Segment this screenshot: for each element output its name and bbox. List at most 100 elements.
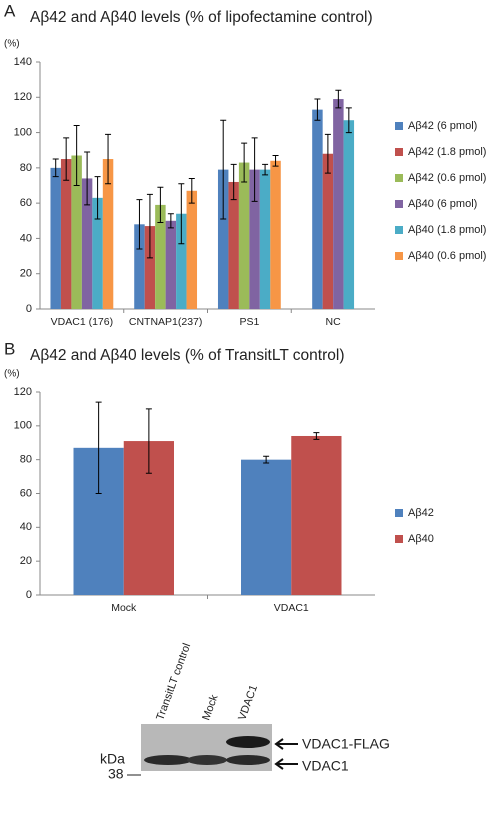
y-tick-label: 20 bbox=[20, 268, 32, 280]
y-tick-label: 120 bbox=[14, 91, 32, 103]
y-tick-label: 40 bbox=[20, 521, 32, 533]
lane-label: VDAC1 bbox=[236, 683, 260, 722]
error-bar bbox=[230, 163, 237, 201]
y-axis-unit: (%) bbox=[4, 39, 20, 50]
band bbox=[144, 755, 192, 765]
x-tick-label: PS1 bbox=[239, 316, 259, 328]
bar bbox=[155, 204, 166, 309]
legend-swatch bbox=[395, 226, 403, 234]
legend-label: Aβ40 bbox=[408, 533, 434, 545]
y-tick-label: 100 bbox=[14, 126, 32, 138]
error-bar bbox=[263, 455, 270, 464]
chart-title: Aβ42 and Aβ40 levels (% of TransitLT con… bbox=[30, 347, 345, 364]
legend-label: Aβ42 (1.8 pmol) bbox=[408, 146, 486, 158]
error-bar bbox=[73, 125, 80, 186]
y-tick-label: 20 bbox=[20, 555, 32, 567]
legend-swatch bbox=[395, 174, 403, 182]
arrow bbox=[274, 738, 298, 750]
error-bar bbox=[272, 155, 279, 167]
error-bar bbox=[145, 408, 152, 474]
y-tick-label: 40 bbox=[20, 232, 32, 244]
bar bbox=[238, 162, 250, 309]
x-tick-label: VDAC1 (176) bbox=[51, 316, 113, 328]
bar bbox=[270, 160, 281, 309]
bar bbox=[92, 197, 103, 309]
y-tick-label: 100 bbox=[14, 420, 32, 432]
error-bar bbox=[220, 119, 227, 220]
legend-label: Aβ40 (6 pmol) bbox=[408, 198, 477, 210]
band-label: VDAC1 bbox=[302, 758, 349, 774]
legend-label: Aβ42 bbox=[408, 507, 434, 519]
error-bar bbox=[136, 199, 143, 250]
marker-unit: kDa bbox=[100, 751, 125, 767]
bar bbox=[312, 109, 323, 309]
error-bar bbox=[63, 137, 70, 181]
error-bar bbox=[157, 186, 164, 224]
y-tick-label: 0 bbox=[26, 589, 32, 601]
error-bar bbox=[84, 151, 91, 206]
y-tick-label: 80 bbox=[20, 162, 32, 174]
legend-swatch bbox=[395, 252, 403, 260]
bar bbox=[291, 435, 342, 595]
western-blot: TransitLT control Mock VDAC1 kDa 38 VDAC… bbox=[100, 642, 390, 782]
error-bar bbox=[262, 163, 269, 176]
bar bbox=[102, 159, 114, 309]
bar bbox=[333, 99, 344, 309]
bar bbox=[186, 190, 198, 309]
panel-letter: A bbox=[4, 1, 16, 20]
bar bbox=[144, 226, 156, 309]
arrow bbox=[274, 758, 298, 770]
bar bbox=[165, 220, 177, 309]
error-bar bbox=[95, 401, 102, 494]
bar bbox=[259, 169, 271, 309]
y-tick-label: 80 bbox=[20, 454, 32, 466]
panel-letter: B bbox=[4, 339, 15, 358]
y-tick-label: 120 bbox=[14, 386, 32, 398]
bar bbox=[60, 159, 72, 309]
bar bbox=[71, 155, 82, 309]
error-bar bbox=[251, 137, 258, 202]
error-bar bbox=[178, 183, 185, 245]
error-bar bbox=[146, 193, 153, 259]
bar bbox=[81, 178, 93, 309]
bar bbox=[249, 169, 260, 309]
legend-label: Aβ40 (1.8 pmol) bbox=[408, 224, 486, 236]
x-tick-label: VDAC1 bbox=[274, 602, 309, 614]
lane-label: TransitLT control bbox=[154, 642, 193, 722]
bar bbox=[228, 181, 239, 309]
bar bbox=[322, 153, 334, 309]
error-bar bbox=[335, 89, 342, 109]
chart-title: Aβ42 and Aβ40 levels (% of lipofectamine… bbox=[30, 9, 373, 26]
band-label: VDAC1-FLAG bbox=[302, 736, 390, 752]
error-bar bbox=[94, 176, 101, 220]
legend-label: Aβ40 (0.6 pmol) bbox=[408, 250, 486, 262]
error-bar bbox=[167, 213, 174, 229]
error-bar bbox=[241, 142, 248, 183]
error-bar bbox=[52, 158, 59, 178]
legend-label: Aβ42 (6 pmol) bbox=[408, 120, 477, 132]
bar bbox=[343, 120, 355, 309]
error-bar bbox=[314, 98, 321, 121]
bar bbox=[217, 169, 229, 309]
bar bbox=[50, 167, 61, 309]
x-tick-label: Mock bbox=[111, 602, 137, 614]
lane-label: Mock bbox=[200, 693, 220, 722]
error-bar bbox=[324, 133, 331, 174]
legend-swatch bbox=[395, 148, 403, 156]
band bbox=[226, 755, 270, 765]
legend-swatch bbox=[395, 535, 403, 543]
legend-swatch bbox=[395, 200, 403, 208]
band bbox=[226, 736, 270, 748]
bar bbox=[134, 224, 145, 309]
x-tick-label: CNTNAP1(237) bbox=[129, 316, 203, 328]
error-bar bbox=[345, 107, 352, 134]
x-tick-label: NC bbox=[326, 316, 342, 328]
error-bar bbox=[105, 133, 112, 185]
legend-label: Aβ42 (0.6 pmol) bbox=[408, 172, 486, 184]
y-tick-label: 140 bbox=[14, 56, 32, 68]
y-tick-label: 0 bbox=[26, 303, 32, 315]
legend-swatch bbox=[395, 122, 403, 130]
bar bbox=[241, 459, 292, 595]
y-axis-unit: (%) bbox=[4, 369, 20, 380]
